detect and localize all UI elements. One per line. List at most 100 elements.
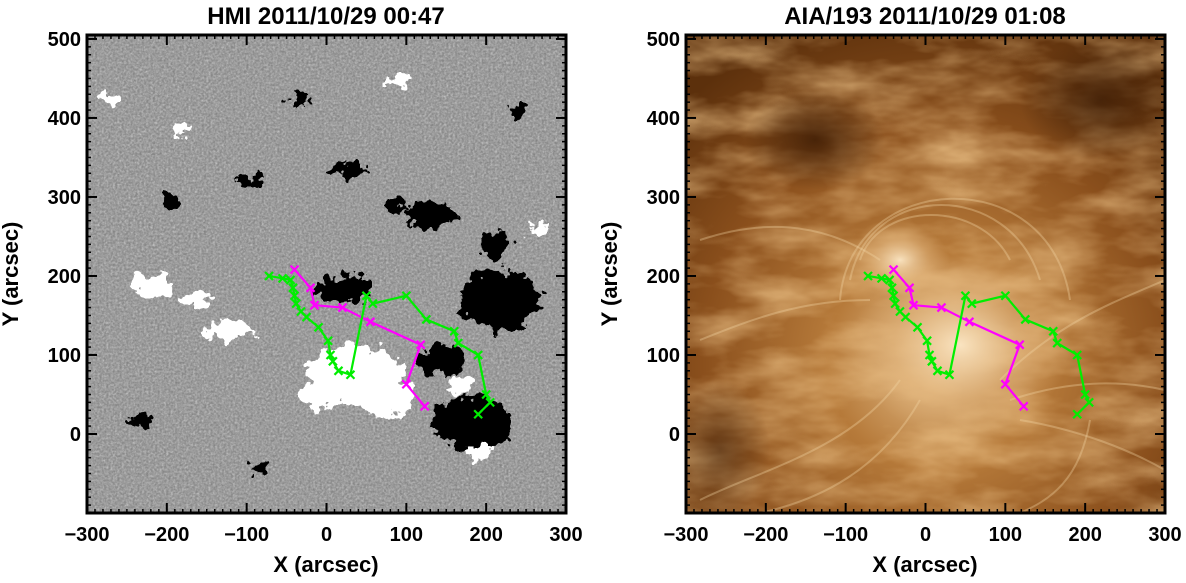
hmi-data-point — [301, 312, 312, 322]
aia-axis-ticks: −300 −200 −100 0 100 200 300 0 100 200 300 400 500 — [647, 29, 1182, 546]
aia-data-point — [936, 302, 947, 313]
aia-data-point — [932, 366, 943, 376]
aia-data-point — [887, 283, 897, 293]
aia-x-tick-label: 200 — [1068, 524, 1101, 546]
hmi-data-point — [401, 290, 412, 301]
aia-data-point — [1018, 401, 1029, 412]
hmi-y-axis-label: Y (arcsec) — [0, 222, 23, 327]
hmi-data-point — [415, 339, 426, 350]
hmi-data-point — [473, 409, 483, 420]
aia-series-layer — [863, 264, 1094, 420]
aia-data-point — [967, 298, 977, 309]
aia-data-point — [1014, 339, 1025, 350]
aia-title: AIA/193 2011/10/29 01:08 — [784, 3, 1066, 30]
aia-data-point — [960, 290, 971, 301]
hmi-data-point — [309, 300, 320, 310]
aia-data-point — [944, 369, 955, 380]
aia-data-point — [927, 356, 937, 367]
aia-euv-image — [686, 35, 1165, 513]
hmi-data-point — [325, 350, 336, 360]
hmi-data-point — [313, 322, 324, 333]
hmi-x-tick-label: −200 — [144, 524, 189, 546]
aia-y-tick-label: 0 — [669, 424, 680, 446]
aia-x-tick-label: −200 — [743, 524, 788, 546]
hmi-data-point — [323, 335, 333, 346]
hmi-y-tick-label: 400 — [48, 108, 81, 130]
hmi-data-point — [289, 264, 300, 275]
aia-data-point — [922, 335, 932, 346]
hmi-x-tick-label: 300 — [549, 524, 582, 546]
hmi-data-point — [449, 326, 460, 337]
aia-data-point — [1020, 314, 1031, 325]
hmi-y-tick-label: 100 — [48, 345, 81, 367]
aia-data-point — [1048, 326, 1059, 337]
hmi-data-point — [365, 317, 376, 327]
hmi-x-tick-label: 0 — [321, 524, 332, 546]
hmi-data-point — [288, 283, 298, 293]
hmi-data-point — [289, 290, 300, 301]
aia-x-axis-label: X (arcsec) — [872, 552, 977, 577]
hmi-series-layer — [264, 264, 495, 420]
aia-data-point — [964, 317, 975, 327]
aia-data-point — [1000, 290, 1011, 301]
hmi-y-tick-label: 200 — [48, 266, 81, 288]
hmi-x-tick-label: 200 — [469, 524, 502, 546]
hmi-data-point — [361, 290, 372, 301]
aia-y-tick-label: 200 — [647, 266, 680, 288]
aia-y-tick-label: 400 — [647, 108, 680, 130]
aia-data-point — [888, 290, 899, 301]
aia-x-tick-label: 100 — [989, 524, 1022, 546]
hmi-y-tick-label: 500 — [48, 29, 81, 51]
aia-data-point — [1000, 379, 1011, 389]
hmi-data-point — [473, 350, 483, 360]
hmi-axis-ticks: −300 −200 −100 0 100 200 300 0 100 200 300 400 500 — [48, 29, 583, 546]
hmi-data-point — [421, 314, 432, 325]
hmi-title: HMI 2011/10/29 00:47 — [207, 3, 445, 30]
hmi-data-point — [277, 273, 288, 284]
aia-y-axis-label: Y (arcsec) — [597, 222, 622, 327]
hmi-x-tick-label: −100 — [224, 524, 269, 546]
aia-data-point — [904, 283, 915, 293]
hmi-data-point — [285, 275, 296, 285]
hmi-data-point — [264, 271, 274, 281]
aia-data-point — [924, 350, 935, 360]
aia-data-point — [863, 271, 873, 281]
hmi-data-point — [453, 338, 464, 348]
aia-data-point — [1052, 338, 1063, 348]
aia-data-point — [1084, 397, 1094, 408]
hmi-data-point — [485, 397, 495, 408]
aia-data-point — [1072, 409, 1082, 420]
aia-x-tick-label: −100 — [823, 524, 868, 546]
hmi-x-tick-label: −300 — [64, 524, 109, 546]
aia-x-tick-label: 0 — [920, 524, 931, 546]
aia-y-tick-label: 500 — [647, 29, 680, 51]
hmi-data-point — [333, 366, 344, 376]
aia-panel: AIA/193 2011/10/29 01:08 — [597, 3, 1182, 577]
aia-data-point — [884, 275, 895, 285]
hmi-magnetogram-image — [87, 35, 566, 513]
hmi-data-point — [481, 389, 491, 400]
hmi-data-point — [305, 283, 316, 293]
aia-y-tick-label: 300 — [647, 187, 680, 209]
hmi-data-point — [368, 298, 378, 309]
hmi-data-point — [419, 401, 430, 412]
hmi-x-axis-label: X (arcsec) — [273, 552, 378, 577]
aia-data-point — [912, 322, 923, 333]
hmi-y-tick-label: 300 — [48, 187, 81, 209]
aia-y-tick-label: 100 — [647, 345, 680, 367]
hmi-data-point — [345, 369, 356, 380]
aia-data-point — [890, 298, 900, 309]
aia-series-line — [892, 268, 1025, 408]
aia-data-point — [876, 273, 887, 284]
aia-x-tick-label: 300 — [1148, 524, 1181, 546]
hmi-x-tick-label: 100 — [390, 524, 423, 546]
aia-data-point — [888, 264, 899, 275]
aia-data-point — [1080, 389, 1090, 400]
aia-x-tick-label: −300 — [663, 524, 708, 546]
hmi-panel: HMI 2011/10/29 00:47 — [0, 3, 583, 577]
aia-data-point — [908, 300, 919, 310]
aia-data-point — [1072, 350, 1082, 360]
hmi-y-tick-label: 0 — [70, 424, 81, 446]
aia-data-point — [900, 312, 911, 322]
